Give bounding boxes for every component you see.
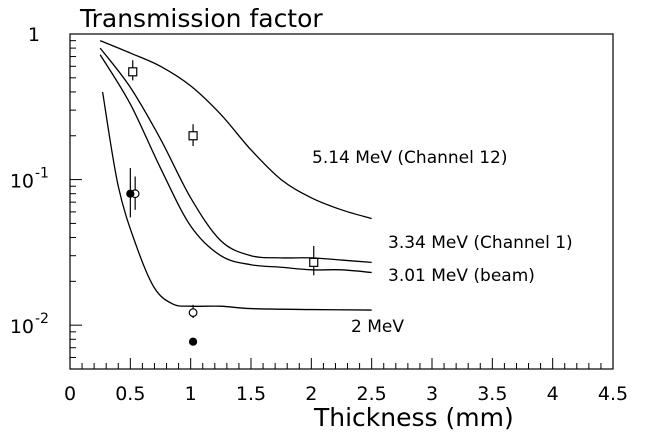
data-point	[309, 245, 319, 276]
y-tick-label-base: 1	[28, 24, 40, 46]
y-tick-label-exponent: -1	[35, 166, 49, 182]
series-line	[99, 47, 372, 264]
y-tick-label: 10 -2	[10, 311, 49, 338]
series-label: 3.34 MeV (Channel 1)	[388, 233, 573, 253]
y-tick-label-base: 10	[10, 171, 34, 193]
x-tick-label: 4	[547, 383, 559, 405]
data-markers	[126, 60, 319, 346]
square-marker	[128, 67, 138, 77]
chart-title: Transmission factor	[79, 4, 323, 33]
filled-circle-marker	[188, 337, 198, 346]
x-tick-label: 0	[64, 383, 76, 405]
data-point	[188, 304, 198, 319]
x-tick-label: 1	[185, 383, 197, 405]
x-tick-label: 4.5	[598, 383, 628, 405]
square-marker	[309, 257, 319, 267]
axis-ticks	[69, 33, 614, 370]
series-label: 5.14 MeV (Channel 12)	[312, 148, 508, 168]
data-point	[188, 337, 198, 346]
x-tick-label: 2	[305, 383, 317, 405]
series-line	[99, 54, 372, 274]
square-marker	[188, 131, 198, 141]
x-tick-label: 3.5	[477, 383, 507, 405]
y-tick-label: 10 -1	[10, 166, 49, 193]
x-tick-label: 3	[426, 383, 438, 405]
plot-frame	[69, 33, 614, 370]
filled-circle-marker	[126, 189, 135, 198]
series-lines	[99, 40, 372, 311]
data-point	[126, 168, 135, 218]
series-labels: 5.14 MeV (Channel 12) 3.34 MeV (Channel 1…	[312, 148, 573, 337]
x-tick-label: 1.5	[236, 383, 266, 405]
y-tick-label-exponent: -2	[35, 311, 49, 327]
y-tick-label-base: 10	[10, 316, 34, 338]
x-tick-label: 0.5	[115, 383, 145, 405]
y-tick-label: 1	[28, 24, 40, 46]
series-label: 2 MeV	[351, 317, 404, 337]
x-tick-label: 2.5	[357, 383, 387, 405]
series-line	[101, 91, 372, 311]
open-circle-marker	[188, 308, 198, 318]
data-point	[128, 60, 138, 81]
x-axis-label: Thickness (mm)	[313, 403, 514, 432]
data-point	[188, 124, 198, 147]
series-label: 3.01 MeV (beam)	[388, 266, 535, 286]
series-line	[99, 40, 372, 220]
